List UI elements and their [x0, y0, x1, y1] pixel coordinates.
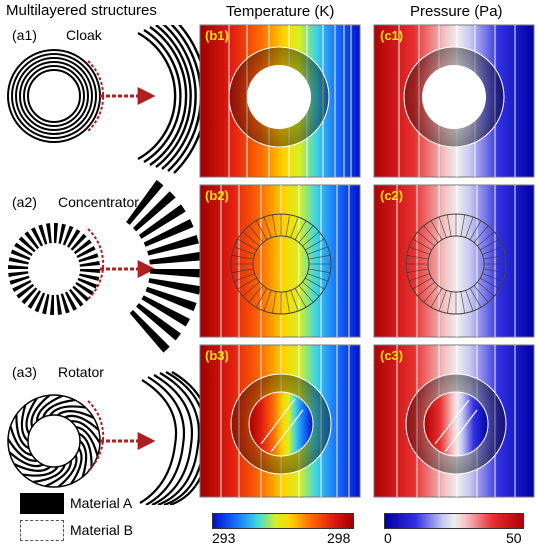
row3-panel-label: (a3) — [12, 364, 37, 380]
structures-diagram — [7, 25, 200, 505]
row1-panel-label: (a1) — [12, 27, 37, 43]
material-a-swatch — [20, 493, 64, 514]
rotator-zoomed-sector — [139, 371, 200, 505]
pressure-panel-rotator — [373, 344, 535, 498]
panel-tag-b1: (b1) — [205, 28, 229, 43]
pressure-colorbar-max: 50 — [506, 530, 522, 546]
panel-tag-c2: (c2) — [380, 188, 404, 203]
panel-tag-c1: (c1) — [380, 28, 404, 43]
cloak-ring-structure — [7, 49, 101, 143]
field-panels — [199, 24, 535, 498]
panel-tag-c3: (c3) — [380, 348, 404, 363]
panel-tag-b2: (b2) — [205, 188, 229, 203]
pressure-panel-concentrator — [373, 184, 535, 338]
rotator-structure — [7, 394, 101, 488]
temperature-panel-rotator — [199, 344, 361, 498]
temperature-colorbar-min: 293 — [212, 530, 236, 546]
row3-structure-name: Rotator — [58, 364, 104, 380]
pressure-column-header: Pressure (Pa) — [410, 3, 503, 20]
cloak-zoomed-sector — [137, 25, 200, 174]
pressure-colorbar-min: 0 — [384, 530, 392, 546]
left-column-header: Multilayered structures — [6, 2, 157, 19]
concentrator-zoomed-sector — [126, 180, 200, 353]
row1-structure-name: Cloak — [66, 27, 102, 43]
temperature-panel-cloak — [199, 24, 361, 178]
concentrator-spoke-structure — [8, 223, 100, 315]
pressure-panel-cloak — [373, 24, 535, 178]
row2-structure-name: Concentrator — [58, 194, 139, 210]
panel-tag-b3: (b3) — [205, 348, 229, 363]
temperature-panel-concentrator — [199, 184, 361, 338]
temperature-colorbar-max: 298 — [327, 530, 351, 546]
pressure-colorbar — [384, 513, 524, 529]
temperature-column-header: Temperature (K) — [226, 3, 335, 20]
temperature-colorbar — [212, 513, 354, 529]
material-b-label: Material B — [70, 522, 134, 538]
material-a-label: Material A — [70, 495, 133, 511]
material-b-swatch — [20, 520, 64, 541]
row2-panel-label: (a2) — [12, 194, 37, 210]
